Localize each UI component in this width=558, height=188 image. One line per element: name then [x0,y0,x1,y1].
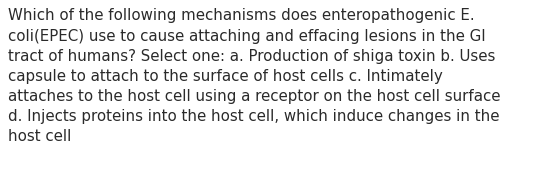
Text: Which of the following mechanisms does enteropathogenic E.
coli(EPEC) use to cau: Which of the following mechanisms does e… [8,8,501,144]
